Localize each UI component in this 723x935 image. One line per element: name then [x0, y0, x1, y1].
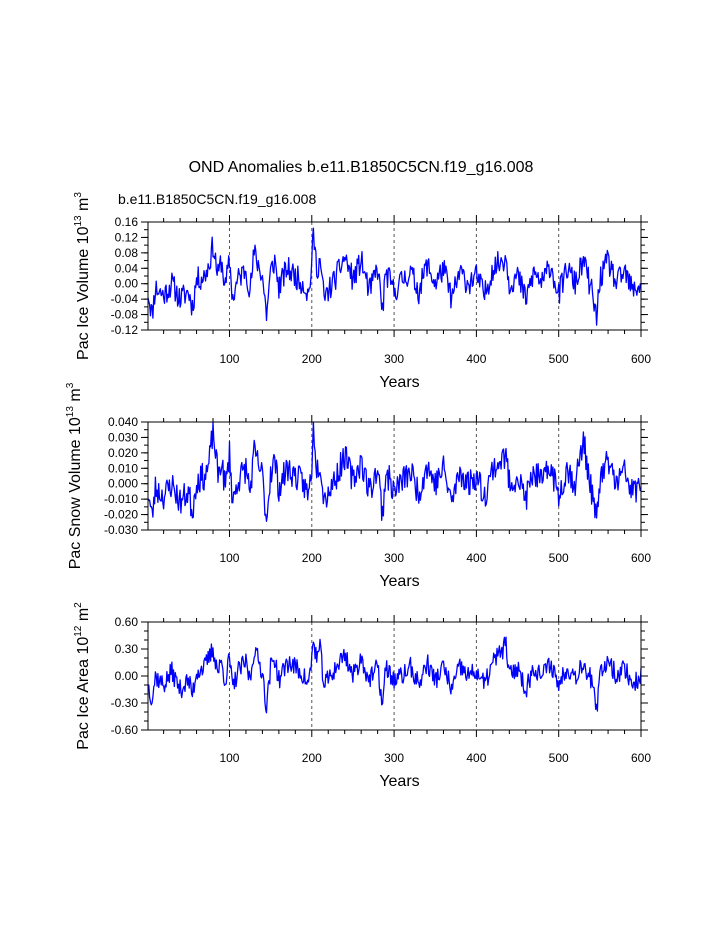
- y-tick-label: -0.030: [104, 523, 138, 537]
- x-tick-label: 100: [219, 751, 239, 765]
- x-tick-label: 500: [549, 551, 569, 565]
- series-line: [147, 636, 642, 714]
- series-line: [147, 227, 642, 326]
- y-tick-label: -0.010: [104, 492, 138, 506]
- x-tick-label: 300: [384, 352, 404, 366]
- y-axis-label: Pac Snow Volume 1013 m3: [65, 382, 84, 569]
- x-axis-label: Years: [379, 773, 419, 790]
- y-axis-label: Pac Ice Volume 1013 m3: [73, 192, 92, 360]
- x-tick-label: 600: [631, 352, 651, 366]
- y-tick-label: 0.030: [108, 430, 138, 444]
- x-tick-label: 400: [466, 551, 486, 565]
- x-tick-label: 200: [302, 352, 322, 366]
- y-axis-label: Pac Ice Area 1012 m2: [73, 602, 92, 750]
- chart-panel-1: 100 200 300 400 500 6000.160.120.080.040.00-0…: [73, 192, 651, 391]
- series-line: [147, 421, 642, 522]
- x-tick-label: 400: [466, 352, 486, 366]
- y-tick-label: 0.16: [115, 215, 139, 229]
- x-tick-label: 400: [466, 751, 486, 765]
- chart-panel-3: 100 200 300 400 500 600 0.60 0.30 0.00 -0.30 -0.60…: [73, 602, 651, 790]
- y-tick-label: -0.020: [104, 508, 138, 522]
- chart-panels: 100 200 300 400 500 6000.160.120.080.040.00-0…: [65, 192, 651, 790]
- x-tick-label: 200: [302, 551, 322, 565]
- y-tick-label: 0.30: [115, 642, 139, 656]
- x-axis-label: Years: [379, 374, 419, 391]
- y-tick-label: 0.000: [108, 477, 138, 491]
- x-tick-label: 600: [631, 551, 651, 565]
- x-tick-label: 100: [219, 352, 239, 366]
- y-tick-label: 0.020: [108, 446, 138, 460]
- x-tick-label: 500: [549, 352, 569, 366]
- x-tick-label: 500: [549, 751, 569, 765]
- y-tick-label: 0.040: [108, 415, 138, 429]
- y-tick-label: 0.010: [108, 461, 138, 475]
- y-tick-label: -0.30: [111, 696, 139, 710]
- x-axis-label: Years: [379, 573, 419, 590]
- x-tick-label: 300: [384, 551, 404, 565]
- y-tick-label: 0.12: [115, 230, 139, 244]
- y-tick-label: 0.08: [115, 246, 139, 260]
- x-tick-label: 100: [219, 551, 239, 565]
- y-tick-label: -0.04: [111, 292, 139, 306]
- x-tick-label: 200: [302, 751, 322, 765]
- chart-title: OND Anomalies b.e11.B1850C5CN.f19_g16.00…: [189, 159, 534, 176]
- y-tick-label: -0.08: [111, 308, 139, 322]
- y-tick-label: 0.60: [115, 615, 139, 629]
- y-tick-label: 0.04: [115, 261, 139, 275]
- y-tick-label: 0.00: [115, 669, 139, 683]
- y-tick-label: 0.00: [115, 277, 139, 291]
- x-tick-label: 600: [631, 751, 651, 765]
- y-tick-label: -0.12: [111, 323, 139, 337]
- y-tick-label: -0.60: [111, 723, 139, 737]
- series-legend-label: b.e11.B1850C5CN.f19_g16.008: [118, 191, 316, 207]
- x-tick-label: 300: [384, 751, 404, 765]
